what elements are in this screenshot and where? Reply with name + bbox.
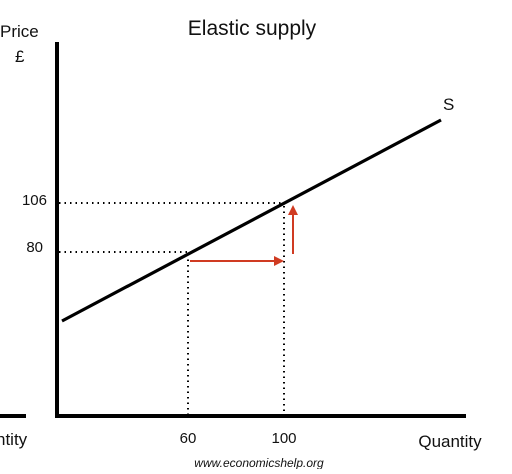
price-tick-106: 106 bbox=[22, 192, 47, 209]
y-axis-label: Price bbox=[0, 22, 39, 41]
x-axis-label: Quantity bbox=[418, 432, 482, 451]
price-change-arrow bbox=[288, 205, 298, 254]
quantity-tick-100: 100 bbox=[271, 430, 296, 447]
quantity-change-arrow bbox=[190, 256, 284, 266]
x-axis-label-fragment: ntity bbox=[0, 430, 28, 449]
price-tick-80: 80 bbox=[26, 239, 43, 256]
supply-curve-label: S bbox=[443, 95, 454, 114]
supply-curve bbox=[61, 118, 442, 323]
diagram-title: Elastic supply bbox=[188, 17, 317, 40]
quantity-tick-60: 60 bbox=[180, 430, 197, 447]
source-credit: www.economicshelp.org bbox=[194, 456, 324, 469]
y-axis-unit: £ bbox=[15, 47, 25, 66]
